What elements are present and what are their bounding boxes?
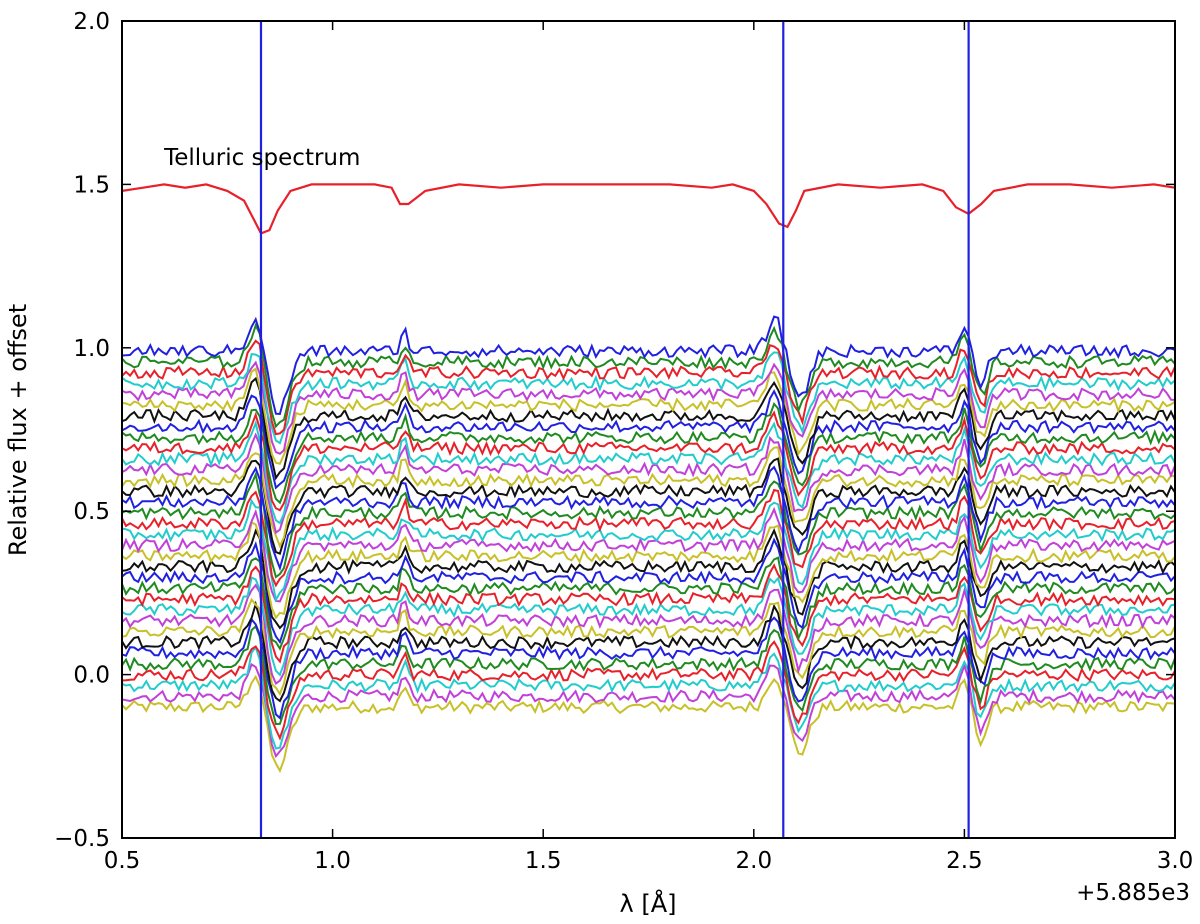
stellar-spectrum-line — [122, 339, 1175, 436]
stellar-spectrum-line — [122, 401, 1175, 505]
y-tick-label: −0.5 — [54, 826, 110, 852]
stellar-spectrum-line — [122, 674, 1175, 774]
stellar-spectrum-line — [122, 563, 1175, 664]
stellar-spectrum-line — [122, 488, 1175, 588]
stellar-spectrum-line — [122, 583, 1175, 686]
stellar-spectrum-line — [122, 645, 1175, 750]
stellar-spectrum-line — [122, 556, 1175, 651]
stellar-spectrum-line — [122, 537, 1175, 645]
vertical-marker-lines — [259, 21, 970, 838]
stellar-spectrum-line — [122, 498, 1175, 603]
stellar-spectrum-line — [122, 367, 1175, 465]
y-tick-label: 1.0 — [73, 336, 110, 362]
stellar-spectrum-line — [122, 471, 1175, 579]
telluric-annotation: Telluric spectrum — [163, 145, 360, 171]
stellar-spectrum-line — [122, 360, 1175, 455]
stellar-spectrum-line — [122, 445, 1175, 549]
y-axis: −0.5 0.0 0.5 1.0 1.5 2.0 — [54, 9, 1175, 852]
plot-frame — [121, 20, 1176, 839]
stellar-spectrum-line — [122, 506, 1175, 603]
x-tick-label: 3.0 — [1157, 848, 1194, 874]
stellar-spectrum-line — [122, 315, 1175, 416]
stellar-spectrum-line — [122, 376, 1175, 481]
x-axis: 0.5 1.0 1.5 2.0 2.5 3.0 — [104, 21, 1194, 874]
stellar-spectrum-line — [122, 528, 1175, 630]
x-tick-label: 1.0 — [314, 848, 351, 874]
x-tick-label: 0.5 — [104, 848, 141, 874]
x-axis-label: λ [Å] — [620, 889, 677, 918]
stellar-spectrum-line — [122, 457, 1175, 556]
stellar-spectrum-line — [122, 322, 1175, 429]
y-axis-label: Relative flux + offset — [4, 304, 32, 556]
telluric-spectrum-line — [122, 183, 1175, 235]
stellar-spectrum-line — [122, 465, 1175, 572]
stellar-spectrum-line — [122, 389, 1175, 490]
stellar-spectrum-line — [122, 600, 1175, 703]
stellar-spectrum-line — [122, 521, 1175, 620]
y-tick-label: 1.5 — [73, 172, 110, 198]
stellar-spectrum-line — [122, 576, 1175, 677]
stellar-spectrum-line — [122, 419, 1175, 525]
stellar-spectrum-line — [122, 432, 1175, 535]
y-tick-label: 2.0 — [73, 9, 110, 35]
plot-area — [122, 183, 1175, 774]
x-tick-label: 1.5 — [525, 848, 562, 874]
stellar-spectrum-line — [122, 662, 1175, 759]
y-tick-label: 0.0 — [73, 663, 110, 689]
stellar-spectrum-line — [122, 351, 1175, 445]
x-tick-label: 2.0 — [736, 848, 773, 874]
stellar-spectrum-line — [122, 624, 1175, 726]
stellar-spectrum-line — [122, 410, 1175, 512]
stellar-spectrum-line — [122, 640, 1175, 741]
stellar-spectrum-line — [122, 597, 1175, 697]
y-tick-label: 0.5 — [73, 499, 110, 525]
x-offset-text: +5.885e3 — [1076, 880, 1190, 906]
x-tick-label: 2.5 — [946, 848, 983, 874]
stellar-spectrum-line — [122, 616, 1175, 720]
